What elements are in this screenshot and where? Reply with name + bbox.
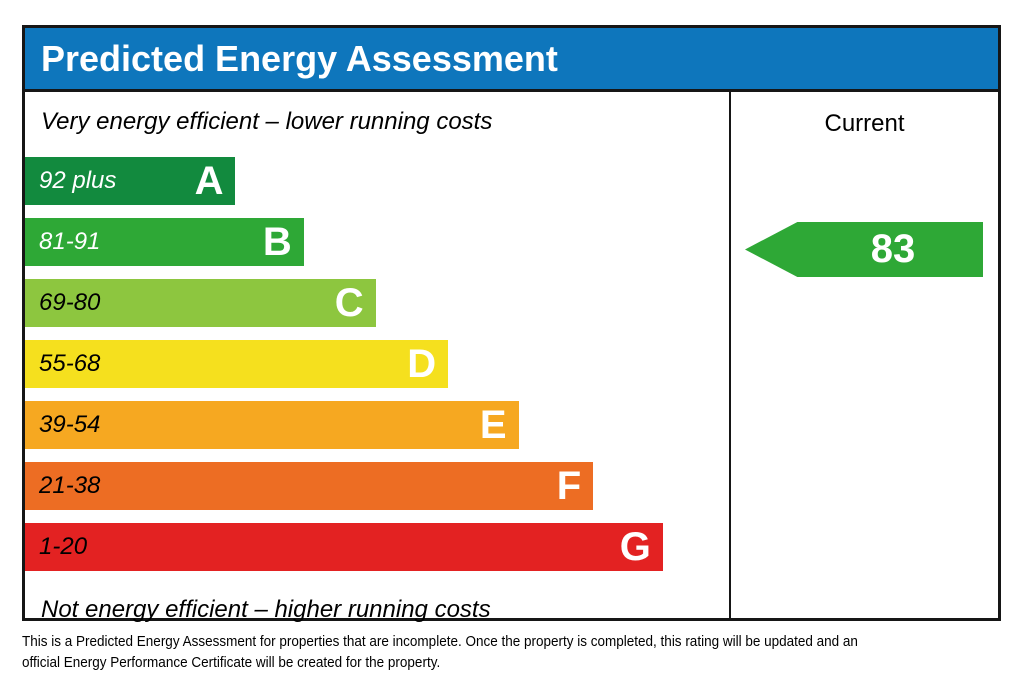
band-letter: G (619, 525, 651, 569)
band-letter: A (194, 159, 224, 203)
band-letter: B (262, 220, 292, 264)
band-row: 69-80 C (25, 279, 376, 327)
band-row: 92 plus A (25, 157, 236, 205)
current-column-header: Current (824, 110, 905, 137)
band-row: 21-38 F (25, 462, 594, 510)
band-range-label: 55-68 (39, 350, 101, 377)
band-letter: D (407, 342, 437, 386)
band-range-label: 21-38 (39, 472, 101, 499)
current-column: Current 83 (729, 92, 998, 618)
band-letter: F (556, 464, 582, 508)
band-letter: C (334, 281, 364, 325)
chart-body: Very energy efficient – lower running co… (25, 92, 998, 623)
chart-header: Predicted Energy Assessment (25, 28, 998, 92)
band-range-label: 1-20 (39, 533, 88, 560)
band-list: 92 plus A 81-91 B 69-80 C 55-68 D 39-54 … (25, 157, 729, 571)
band-row: 1-20 G (25, 523, 663, 571)
epc-chart: Predicted Energy Assessment Very energy … (22, 25, 1001, 623)
band-range-label: 92 plus (39, 167, 117, 194)
current-rating-value: 83 (870, 227, 916, 271)
bottom-scale-label: Not energy efficient – higher running co… (41, 596, 491, 623)
band-letter: E (479, 403, 507, 447)
footer-note: This is a Predicted Energy Assessment fo… (22, 631, 858, 673)
band-row: 55-68 D (25, 340, 449, 388)
rating-scale: Very energy efficient – lower running co… (25, 92, 729, 623)
footer-note-line1: This is a Predicted Energy Assessment fo… (22, 633, 858, 650)
footer-note-line2: official Energy Performance Certificate … (22, 654, 441, 671)
current-rating-arrow: 83 (745, 222, 983, 277)
page-title: Predicted Energy Assessment (41, 37, 558, 79)
band-range-label: 39-54 (39, 411, 101, 438)
band-row: 39-54 E (25, 401, 519, 449)
band-range-label: 81-91 (39, 228, 101, 255)
band-range-label: 69-80 (39, 289, 101, 316)
top-scale-label: Very energy efficient – lower running co… (41, 108, 493, 135)
band-row: 81-91 B (25, 218, 304, 266)
